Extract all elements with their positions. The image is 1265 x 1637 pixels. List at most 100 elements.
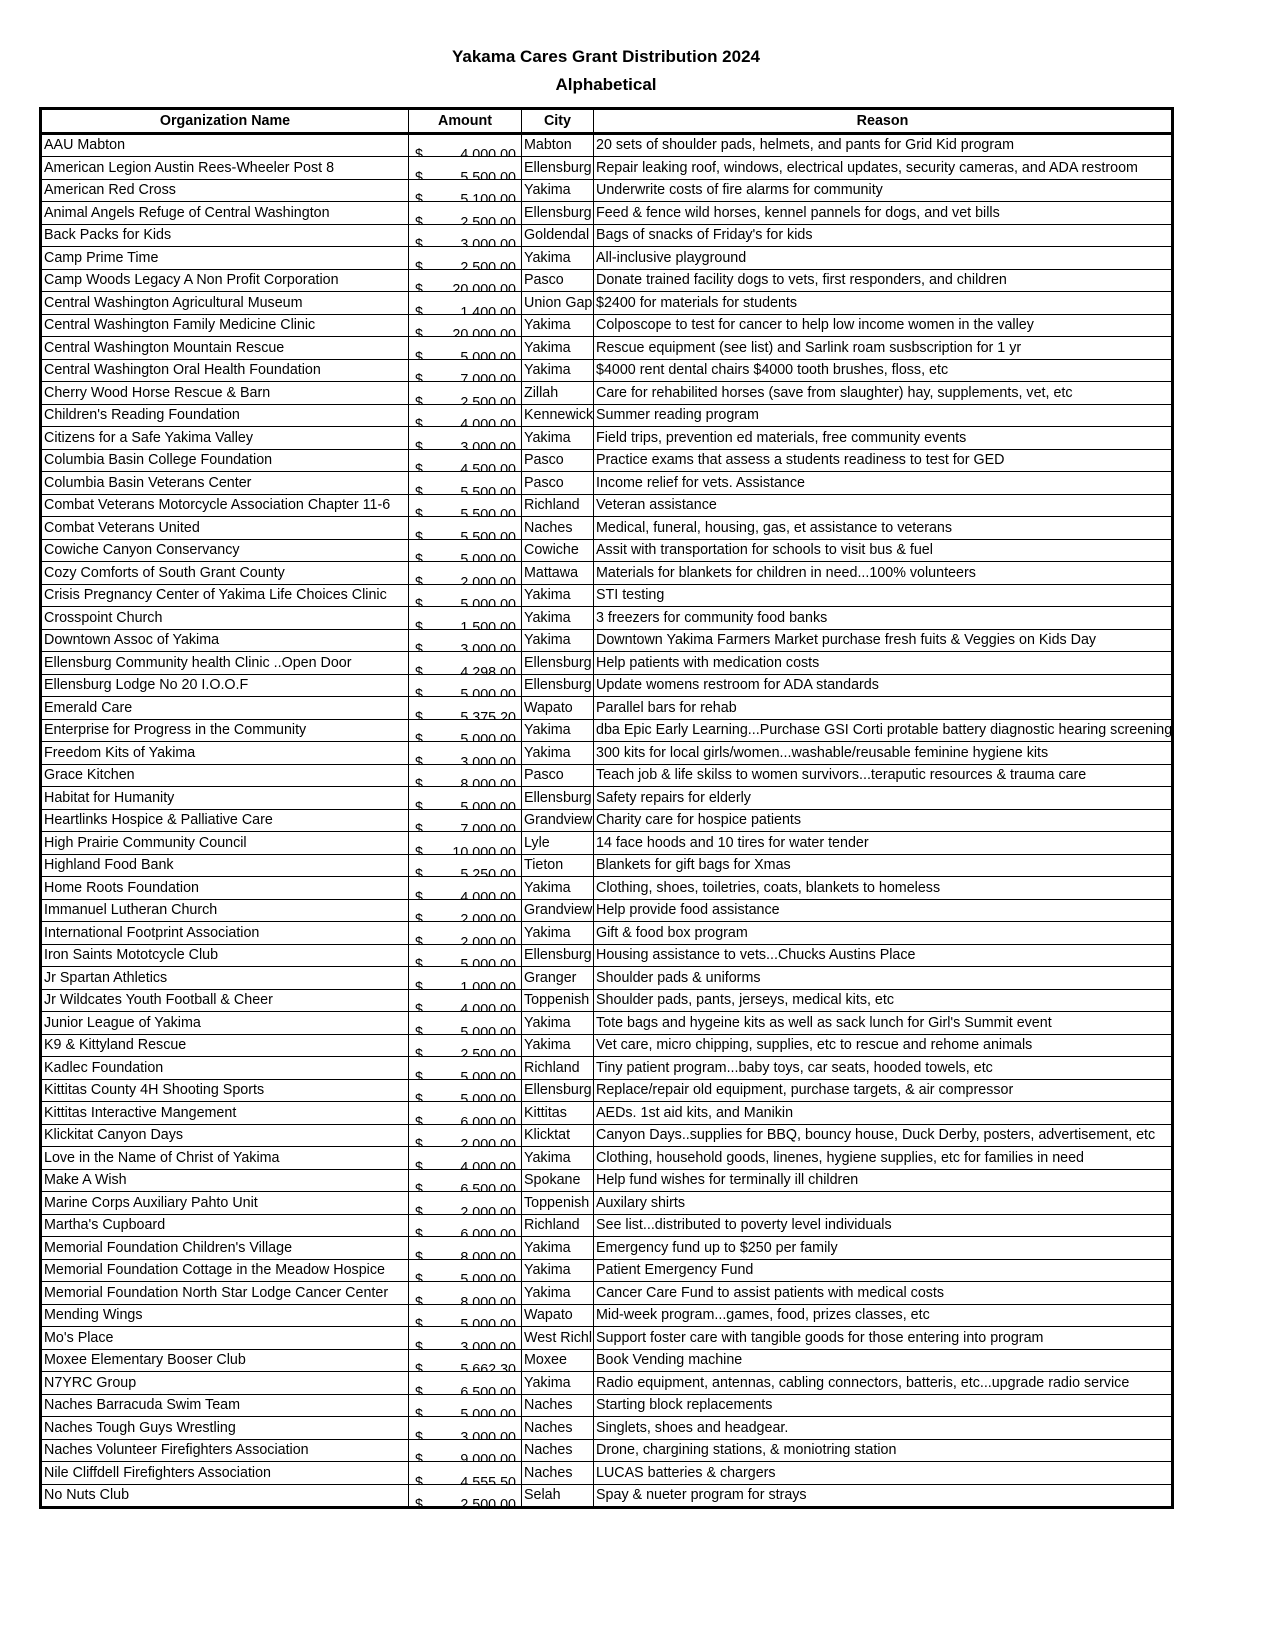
- organization-name: Enterprise for Progress in the Community: [40, 718, 409, 742]
- amount: 5,000.00: [460, 552, 516, 562]
- amount: 3,000.00: [460, 1339, 516, 1349]
- reason: Medical, funeral, housing, gas, et assis…: [593, 516, 1173, 540]
- reason: Shoulder pads, pants, jerseys, medical k…: [593, 988, 1173, 1012]
- organization-name: Central Washington Mountain Rescue: [40, 336, 409, 360]
- reason: Spay & nueter program for strays: [593, 1483, 1173, 1508]
- amount-cell: $8,000.00: [408, 763, 522, 787]
- amount-cell: $5,375.20: [408, 696, 522, 720]
- amount: 5,000.00: [460, 1024, 516, 1034]
- amount-cell: $2,000.00: [408, 1123, 522, 1147]
- amount: 5,000.00: [460, 1407, 516, 1417]
- city: Mabton: [521, 132, 594, 157]
- column-header: Amount: [408, 108, 522, 135]
- currency-symbol: $: [415, 844, 423, 854]
- reason: STI testing: [593, 583, 1173, 607]
- table-row: Kittitas County 4H Shooting Sports $5,000…: [40, 1078, 1173, 1102]
- reason: Canyon Days..supplies for BBQ, bouncy ho…: [593, 1123, 1173, 1147]
- organization-name: Emerald Care: [40, 696, 409, 720]
- currency-symbol: $: [415, 1497, 423, 1508]
- header-row: Organization Name Amount City Reason: [40, 108, 1173, 135]
- amount: 3,000.00: [460, 439, 516, 449]
- city: Yakima: [521, 1011, 594, 1035]
- city: Selah: [521, 1483, 594, 1508]
- amount: 5,000.00: [460, 1069, 516, 1079]
- table-row: Heartlinks Hospice & Palliative Care $7,0…: [40, 808, 1173, 832]
- reason: $2400 for materials for students: [593, 291, 1173, 315]
- amount-cell: $5,000.00: [408, 673, 522, 697]
- city: Naches: [521, 1461, 594, 1485]
- amount: 4,000.00: [460, 417, 516, 427]
- amount: 8,000.00: [460, 777, 516, 787]
- city: Pasco: [521, 448, 594, 472]
- amount-cell: $5,000.00: [408, 1303, 522, 1327]
- amount: 5,375.20: [460, 709, 516, 719]
- amount: 5,000.00: [460, 687, 516, 697]
- reason: Parallel bars for rehab: [593, 696, 1173, 720]
- city: Yakima: [521, 358, 594, 382]
- table-row: Ellensburg Lodge No 20 I.O.O.F $5,000.00 E…: [40, 673, 1173, 697]
- reason: Vet care, micro chipping, supplies, etc …: [593, 1033, 1173, 1057]
- organization-name: Marine Corps Auxiliary Pahto Unit: [40, 1191, 409, 1215]
- reason: Book Vending machine: [593, 1348, 1173, 1372]
- currency-symbol: $: [415, 619, 423, 629]
- reason: Update womens restroom for ADA standards: [593, 673, 1173, 697]
- table-row: Jr Spartan Athletics $1,000.00 Granger Shou…: [40, 966, 1173, 990]
- city: Spokane: [521, 1168, 594, 1192]
- reason: 14 face hoods and 10 tires for water ten…: [593, 831, 1173, 855]
- table-row: Crisis Pregnancy Center of Yakima Life C…: [40, 583, 1173, 607]
- amount: 2,000.00: [460, 912, 516, 922]
- currency-symbol: $: [415, 1339, 423, 1349]
- table-row: Cherry Wood Horse Rescue & Barn $2,500.00…: [40, 381, 1173, 405]
- reason: All-inclusive playground: [593, 246, 1173, 270]
- amount-cell: $4,298.00: [408, 651, 522, 675]
- amount-cell: $8,000.00: [408, 1281, 522, 1305]
- city: Union Gap: [521, 291, 594, 315]
- currency-symbol: $: [415, 597, 423, 607]
- amount-cell: $4,000.00: [408, 132, 522, 157]
- organization-name: Ellensburg Lodge No 20 I.O.O.F: [40, 673, 409, 697]
- organization-name: Crisis Pregnancy Center of Yakima Life C…: [40, 583, 409, 607]
- table-row: Nile Cliffdell Firefighters Association $…: [40, 1461, 1173, 1485]
- organization-name: Cozy Comforts of South Grant County: [40, 561, 409, 585]
- organization-name: American Legion Austin Rees-Wheeler Post…: [40, 156, 409, 180]
- reason: Gift & food box program: [593, 921, 1173, 945]
- amount-cell: $7,000.00: [408, 808, 522, 832]
- organization-name: Crosspoint Church: [40, 606, 409, 630]
- city: Yakima: [521, 1281, 594, 1305]
- amount: 4,000.00: [460, 1002, 516, 1012]
- table-row: American Legion Austin Rees-Wheeler Post…: [40, 156, 1173, 180]
- city: Toppenish: [521, 1191, 594, 1215]
- city: Yakima: [521, 1258, 594, 1282]
- amount-cell: $4,500.00: [408, 448, 522, 472]
- currency-symbol: $: [415, 574, 423, 584]
- table-row: Kadlec Foundation $5,000.00 Richland Tiny p…: [40, 1056, 1173, 1080]
- city: Naches: [521, 1393, 594, 1417]
- amount-cell: $4,555.50: [408, 1461, 522, 1485]
- amount: 6,000.00: [460, 1114, 516, 1124]
- organization-name: Iron Saints Mototcycle Club: [40, 943, 409, 967]
- city: Klicktat: [521, 1123, 594, 1147]
- city: Yakima: [521, 426, 594, 450]
- table-row: High Prairie Community Council $10,000.00…: [40, 831, 1173, 855]
- table-row: Central Washington Agricultural Museum $1…: [40, 291, 1173, 315]
- city: Yakima: [521, 606, 594, 630]
- document-subtitle: Alphabetical: [555, 75, 657, 94]
- amount-cell: $5,500.00: [408, 516, 522, 540]
- reason: Field trips, prevention ed materials, fr…: [593, 426, 1173, 450]
- reason: Assit with transportation for schools to…: [593, 538, 1173, 562]
- table-row: Combat Veterans United $5,500.00 Naches Med…: [40, 516, 1173, 540]
- city: Ellensburg: [521, 786, 594, 810]
- organization-name: Columbia Basin Veterans Center: [40, 471, 409, 495]
- amount: 2,500.00: [460, 394, 516, 404]
- table-row: Habitat for Humanity $5,000.00 Ellensburg S…: [40, 786, 1173, 810]
- amount: 2,000.00: [460, 934, 516, 944]
- reason: Colposcope to test for cancer to help lo…: [593, 313, 1173, 337]
- city: Richland: [521, 493, 594, 517]
- organization-name: Klickitat Canyon Days: [40, 1123, 409, 1147]
- city: Pasco: [521, 268, 594, 292]
- table-row: Home Roots Foundation $4,000.00 Yakima Clot…: [40, 876, 1173, 900]
- city: Pasco: [521, 471, 594, 495]
- table-row: Junior League of Yakima $5,000.00 Yakima To…: [40, 1011, 1173, 1035]
- amount-cell: $4,000.00: [408, 876, 522, 900]
- currency-symbol: $: [415, 1114, 423, 1124]
